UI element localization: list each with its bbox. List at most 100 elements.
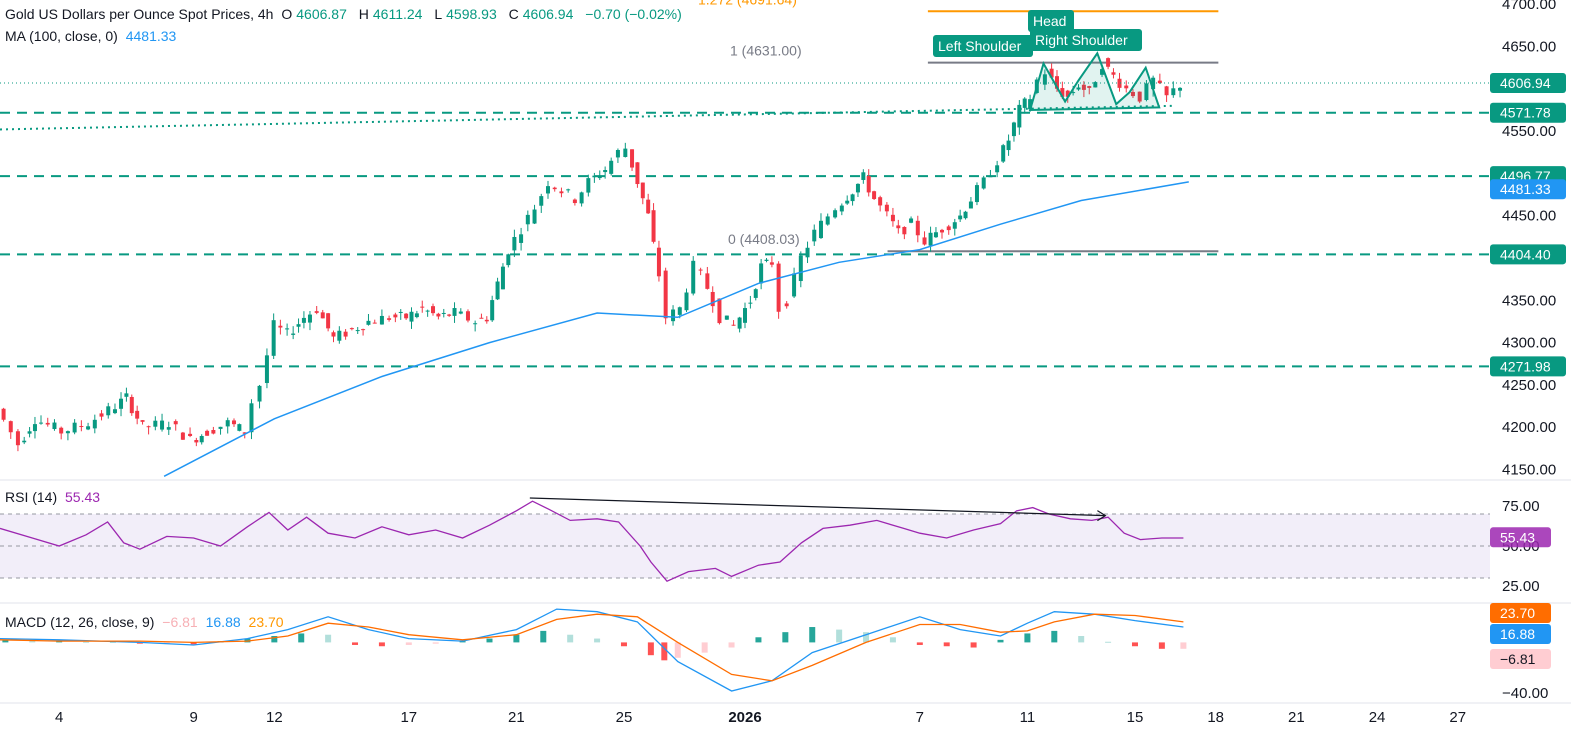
price-tick-label: 4150.00 <box>1502 462 1556 479</box>
candle-body <box>1130 91 1135 97</box>
candle-body <box>52 422 57 430</box>
candle-body <box>447 314 452 316</box>
macd-histogram-bar <box>970 642 977 648</box>
macd-legend[interactable]: MACD (12, 26, close, 9) −6.81 16.88 23.7… <box>5 614 288 630</box>
candle-body <box>495 281 500 300</box>
time-tick-label: 15 <box>1127 709 1144 726</box>
candle-body <box>264 355 269 384</box>
candle-body <box>271 320 276 356</box>
level-price-label: 4271.98 <box>1500 358 1551 374</box>
candle-body <box>1081 84 1086 90</box>
candle-body <box>933 232 938 238</box>
current-price-label: 4606.94 <box>1500 75 1551 91</box>
candle-body <box>106 406 111 416</box>
macd-histogram-bar <box>728 642 735 648</box>
ohlc-high: H 4611.24 <box>358 6 423 22</box>
candle-body <box>1087 86 1092 88</box>
price-tick-label: 4450.00 <box>1502 208 1556 225</box>
candle-body <box>651 210 656 242</box>
candle-body <box>940 229 945 233</box>
candle-body <box>1028 99 1033 110</box>
price-tick-label: 4300.00 <box>1502 335 1556 352</box>
candle-body <box>958 215 963 220</box>
candle-body <box>39 422 44 424</box>
candle-body <box>349 328 354 330</box>
candle-body <box>420 306 425 308</box>
macd-histogram-bar <box>620 642 627 647</box>
candle-body <box>552 187 557 190</box>
time-tick-label: 27 <box>1449 709 1466 726</box>
candle-body <box>307 314 312 323</box>
candle-body <box>129 396 134 414</box>
macd-histogram-bar <box>661 642 668 661</box>
candle-body <box>839 205 844 212</box>
candle-body <box>490 300 495 321</box>
candle-body <box>414 313 419 318</box>
price-tick-label: 4700.00 <box>1502 0 1556 13</box>
price-tick-label: 4550.00 <box>1502 123 1556 140</box>
candle-body <box>1006 140 1011 151</box>
candle-body <box>278 325 283 328</box>
candle-body <box>890 214 895 222</box>
macd-value-badge <box>1490 649 1551 669</box>
symbol-legend: Gold US Dollars per Ounce Spot Prices, 4… <box>5 6 686 22</box>
candle-body <box>603 170 608 173</box>
macd-value-label: 16.88 <box>1500 626 1535 642</box>
candle-body <box>506 254 511 266</box>
candle-body <box>86 426 91 430</box>
candle-body <box>27 431 32 434</box>
candle-body <box>372 322 377 324</box>
ohlc-open: O 4606.87 <box>281 6 347 22</box>
ma-line <box>163 181 1189 477</box>
candle-body <box>861 172 866 180</box>
candle-body <box>436 313 441 317</box>
ma-legend[interactable]: MA (100, close, 0) 4481.33 <box>5 28 180 44</box>
candle-body <box>112 409 117 414</box>
candle-body <box>764 259 769 261</box>
candle-body <box>1071 92 1076 94</box>
candle-body <box>586 178 591 193</box>
macd-histogram-bar <box>1131 642 1138 647</box>
candle-body <box>8 421 13 433</box>
rsi-value-badge <box>1490 527 1551 548</box>
rsi-legend-label: RSI (14) <box>5 489 58 505</box>
rsi-tick-label: 25.00 <box>1502 578 1540 595</box>
candle-body <box>79 426 84 428</box>
macd-histogram-bar <box>271 636 278 643</box>
macd-line <box>0 608 1184 692</box>
candle-body <box>296 324 301 327</box>
candle-body <box>257 385 262 402</box>
time-tick-label: 24 <box>1369 709 1386 726</box>
candle-body <box>404 313 409 319</box>
candle-body <box>737 317 742 329</box>
candle-body <box>1157 80 1162 84</box>
candle-body <box>99 413 104 417</box>
candle-body <box>301 317 306 323</box>
candle-body <box>1022 98 1027 108</box>
candle-body <box>705 273 710 289</box>
candle-body <box>566 189 571 191</box>
candle-body <box>1011 122 1016 137</box>
candle-body <box>285 328 290 330</box>
macd-histogram-bar <box>459 641 466 643</box>
candle-body <box>140 420 145 422</box>
candle-body <box>387 318 392 320</box>
ma-legend-value: 4481.33 <box>125 28 177 44</box>
candle-body <box>237 424 242 431</box>
candle-body <box>850 194 855 202</box>
candle-body <box>946 226 951 231</box>
rsi-legend[interactable]: RSI (14) 55.43 <box>5 489 104 505</box>
macd-legend-hist: −6.81 <box>162 614 198 630</box>
candle-body <box>218 426 223 429</box>
candle-body <box>872 191 877 200</box>
macd-histogram-bar <box>1105 641 1112 643</box>
macd-histogram-bar <box>2 639 9 643</box>
candle-body <box>32 424 37 432</box>
candle-body <box>1117 78 1122 88</box>
candle-body <box>314 311 319 313</box>
candle-body <box>173 421 178 425</box>
macd-histogram-bar <box>943 642 950 647</box>
candle-body <box>379 315 384 325</box>
candle-body <box>640 182 645 199</box>
